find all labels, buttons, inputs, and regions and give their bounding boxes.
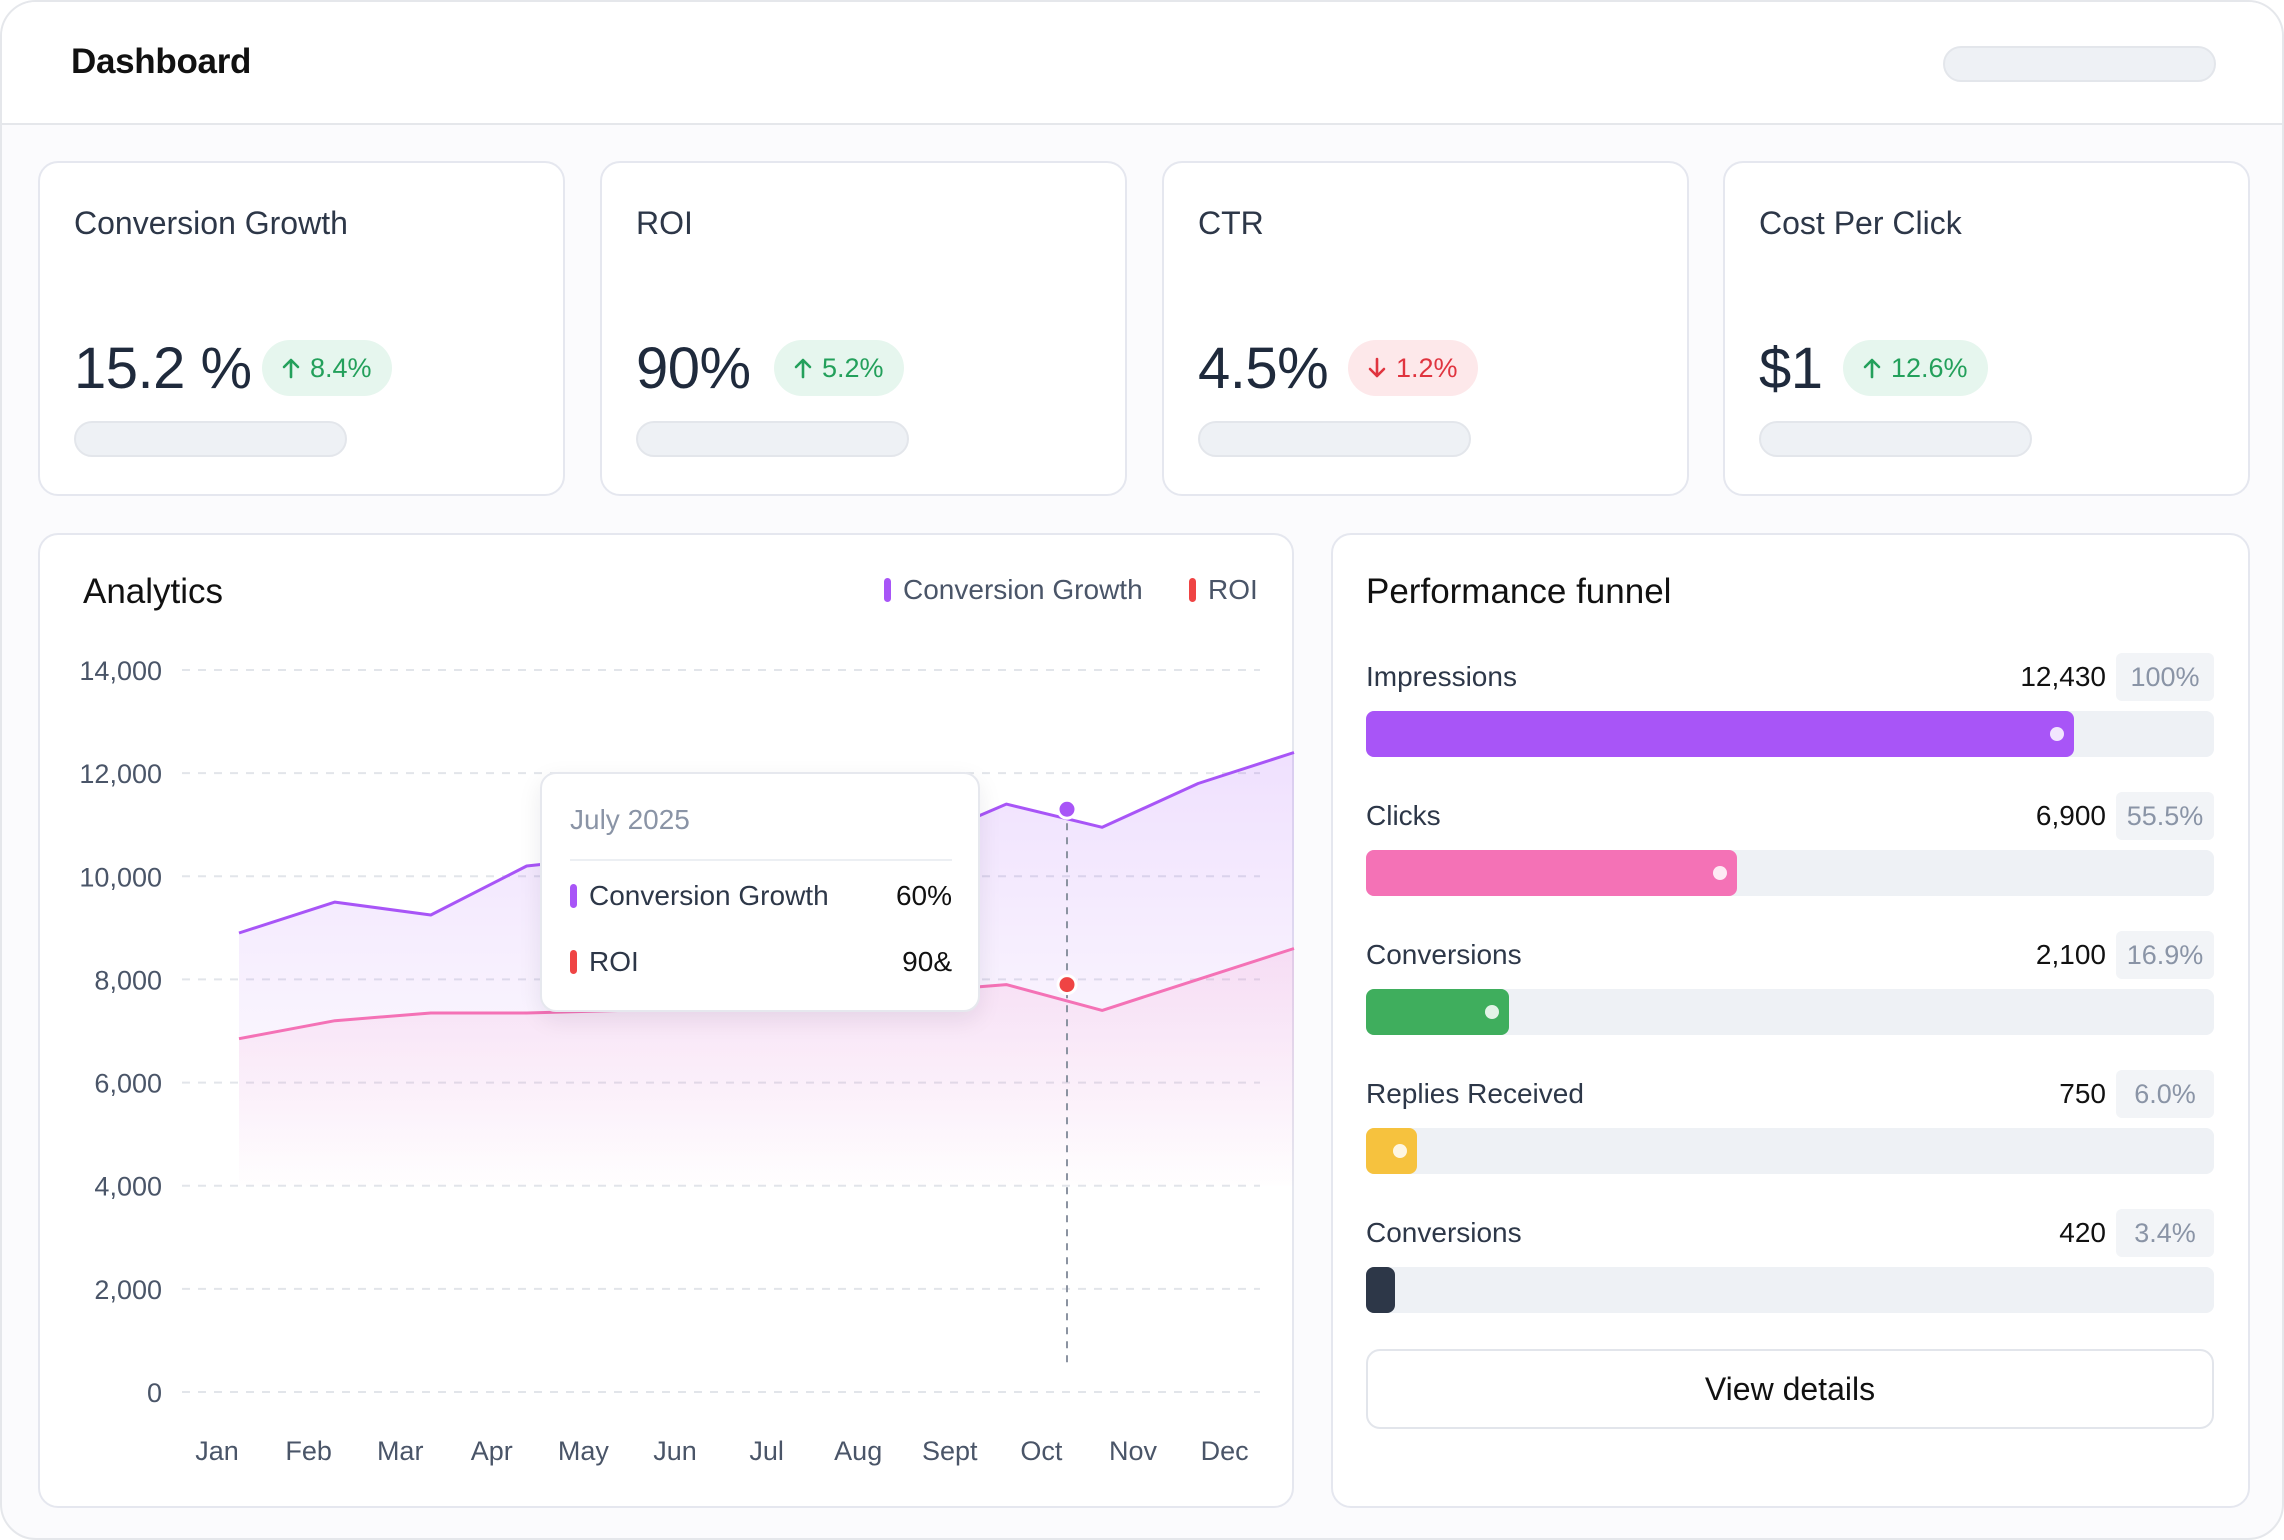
funnel-percent-badge: 16.9%	[2116, 931, 2214, 979]
funnel-value: 420	[2059, 1217, 2106, 1248]
kpi-placeholder-pill	[1759, 421, 2032, 457]
kpi-card-conversion-growth: Conversion Growth 15.2 % 8.4%	[38, 161, 565, 496]
tooltip-divider	[570, 859, 952, 861]
analytics-card	[38, 533, 1294, 1508]
kpi-placeholder-pill	[74, 421, 347, 457]
kpi-value: 15.2 %	[74, 336, 252, 401]
funnel-bar-dot	[1485, 1005, 1499, 1019]
legend-item-conversion-growth: Conversion Growth	[884, 574, 1143, 606]
tooltip-swatch	[570, 950, 577, 974]
funnel-percent-badge: 55.5%	[2116, 792, 2214, 840]
tooltip-row-conversion-growth: Conversion Growth 60%	[570, 880, 952, 912]
tooltip-title: July 2025	[570, 804, 690, 835]
funnel-bar-dot	[2050, 727, 2064, 741]
kpi-title: Conversion Growth	[74, 205, 348, 241]
funnel-value: 6,900	[2035, 800, 2106, 831]
change-badge: 8.4%	[262, 340, 392, 396]
funnel-bar-track	[1366, 989, 2214, 1035]
page-title: Dashboard	[71, 42, 252, 81]
kpi-card-cost-per-click: Cost Per Click $1 12.6%	[1723, 161, 2250, 496]
change-value: 8.4%	[310, 352, 372, 383]
funnel-label: Conversions	[1366, 1217, 1522, 1248]
tooltip-label: Conversion Growth	[589, 880, 829, 911]
arrow-up-icon	[794, 358, 812, 379]
funnel-label: Conversions	[1366, 939, 1522, 970]
funnel-label: Impressions	[1366, 661, 1517, 692]
tooltip-swatch	[570, 884, 577, 908]
funnel-bar-fill	[1366, 1267, 1395, 1313]
kpi-card-roi: ROI 90% 5.2%	[600, 161, 1127, 496]
legend-label: ROI	[1208, 574, 1258, 605]
tooltip-value: 60%	[895, 880, 952, 911]
kpi-title: ROI	[636, 205, 693, 241]
funnel-title: Performance funnel	[1366, 572, 1672, 611]
funnel-bar-dot	[1713, 866, 1727, 880]
analytics-title: Analytics	[83, 572, 224, 611]
funnel-value: 2,100	[2035, 939, 2106, 970]
kpi-card-ctr: CTR 4.5% 1.2%	[1162, 161, 1689, 496]
change-value: 1.2%	[1396, 352, 1458, 383]
tooltip-value: 90&	[902, 946, 952, 977]
top-bar: Dashboard	[2, 2, 2282, 125]
kpi-placeholder-pill	[636, 421, 909, 457]
change-badge: 12.6%	[1843, 340, 1988, 396]
view-details-button[interactable]: View details	[1366, 1349, 2214, 1429]
funnel-bar-track	[1366, 711, 2214, 757]
change-badge: 5.2%	[774, 340, 904, 396]
kpi-title: CTR	[1198, 205, 1264, 241]
kpi-value: 90%	[636, 336, 751, 401]
legend-label: Conversion Growth	[903, 574, 1143, 605]
funnel-percent-badge: 3.4%	[2116, 1209, 2214, 1257]
kpi-title: Cost Per Click	[1759, 205, 1962, 241]
funnel-bar-dot	[1393, 1144, 1407, 1158]
funnel-bar-track	[1366, 850, 2214, 896]
funnel-label: Replies Received	[1366, 1078, 1584, 1109]
funnel-value: 12,430	[2020, 661, 2106, 692]
funnel-bar-track	[1366, 1267, 2214, 1313]
funnel-value: 750	[2059, 1078, 2106, 1109]
legend-item-roi: ROI	[1189, 574, 1258, 606]
funnel-bar-fill	[1366, 989, 1509, 1035]
funnel-bar-track	[1366, 1128, 2214, 1174]
kpi-value: 4.5%	[1198, 336, 1329, 401]
change-value: 5.2%	[822, 352, 884, 383]
arrow-down-icon	[1368, 357, 1386, 378]
legend-swatch	[884, 578, 891, 602]
funnel-bar-fill	[1366, 850, 1737, 896]
change-value: 12.6%	[1891, 352, 1968, 383]
funnel-percent-badge: 100%	[2116, 653, 2214, 701]
funnel-label: Clicks	[1366, 800, 1441, 831]
funnel-percent-badge: 6.0%	[2116, 1070, 2214, 1118]
arrow-up-icon	[282, 358, 300, 379]
chart-tooltip: July 2025 Conversion Growth 60% ROI 90&	[540, 772, 980, 1012]
kpi-value: $1	[1759, 336, 1823, 401]
legend-swatch	[1189, 578, 1196, 602]
funnel-bar-fill	[1366, 1128, 1417, 1174]
tooltip-row-roi: ROI 90&	[570, 946, 952, 978]
arrow-up-icon	[1863, 358, 1881, 379]
change-badge: 1.2%	[1348, 340, 1478, 396]
header-placeholder-pill	[1943, 46, 2216, 82]
kpi-placeholder-pill	[1198, 421, 1471, 457]
tooltip-label: ROI	[589, 946, 639, 977]
funnel-bar-fill	[1366, 711, 2074, 757]
